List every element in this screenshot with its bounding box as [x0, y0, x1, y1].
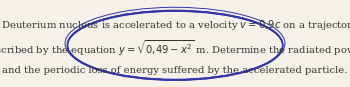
Text: A Deuterium nucleus is accelerated to a velocity $v = 0{,}9c$ on a trajectory: A Deuterium nucleus is accelerated to a …: [0, 18, 350, 32]
Text: described by the equation $y = \sqrt{0{,}49 - x^2}$ m. Determine the radiated po: described by the equation $y = \sqrt{0{,…: [0, 38, 350, 58]
Text: and the periodic loss of energy suffered by the accelerated particle.: and the periodic loss of energy suffered…: [2, 66, 348, 75]
